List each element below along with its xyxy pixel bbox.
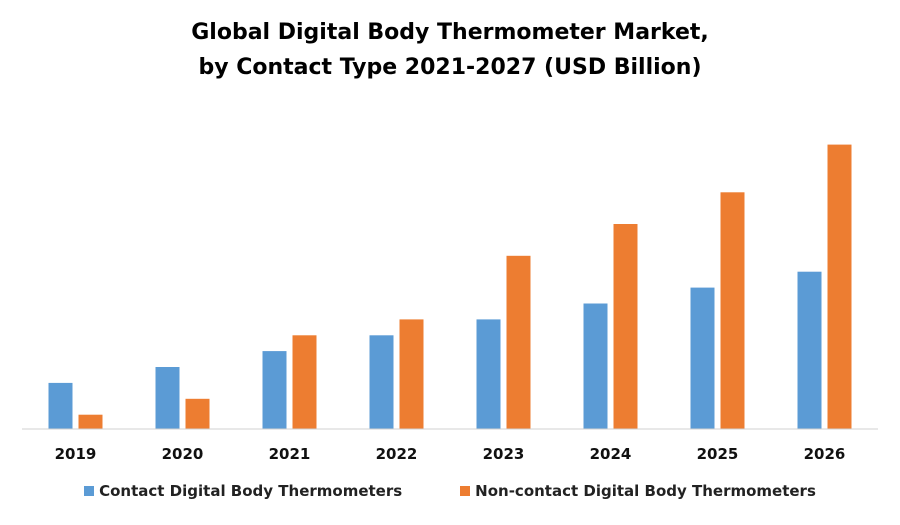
- bar-noncontact-2025: [720, 192, 745, 429]
- legend-swatch-noncontact: [460, 486, 471, 496]
- x-tick-label-2023: 2023: [483, 445, 525, 463]
- bar-contact-2023: [476, 319, 501, 429]
- bar-contact-2019: [48, 382, 73, 429]
- chart-title-line-2: by Contact Type 2021-2027 (USD Billion): [198, 55, 702, 80]
- bar-noncontact-2019: [78, 414, 103, 429]
- plot-area: 2019 2020 2021 2022 2023 2024 2025 2026: [22, 144, 878, 463]
- bar-noncontact-2024: [613, 224, 638, 429]
- x-tick-label-2020: 2020: [162, 445, 204, 463]
- x-tick-label-2025: 2025: [697, 445, 739, 463]
- x-tick-label-2021: 2021: [269, 445, 311, 463]
- legend-swatch-contact: [84, 486, 95, 496]
- x-tick-label-2024: 2024: [590, 445, 632, 463]
- bar-noncontact-2021: [292, 335, 317, 429]
- legend-item-contact: Contact Digital Body Thermometers: [84, 482, 402, 500]
- bar-contact-2025: [690, 287, 715, 429]
- x-tick-label-2026: 2026: [804, 445, 846, 463]
- bar-contact-2026: [797, 271, 822, 429]
- legend-label-noncontact: Non-contact Digital Body Thermometers: [475, 482, 816, 500]
- bar-noncontact-2026: [827, 144, 852, 429]
- chart-title-line-1: Global Digital Body Thermometer Market,: [191, 20, 709, 45]
- legend: Contact Digital Body Thermometers Non-co…: [0, 482, 900, 500]
- bar-contact-2024: [583, 303, 608, 429]
- bar-contact-2020: [155, 367, 180, 429]
- legend-label-contact: Contact Digital Body Thermometers: [99, 482, 403, 500]
- bar-noncontact-2023: [506, 255, 531, 429]
- legend-item-noncontact: Non-contact Digital Body Thermometers: [460, 482, 816, 500]
- x-tick-label-2022: 2022: [376, 445, 418, 463]
- x-tick-label-2019: 2019: [55, 445, 97, 463]
- bar-contact-2021: [262, 351, 287, 429]
- bar-noncontact-2022: [399, 319, 424, 429]
- bar-contact-2022: [369, 335, 394, 429]
- bar-noncontact-2020: [185, 398, 210, 429]
